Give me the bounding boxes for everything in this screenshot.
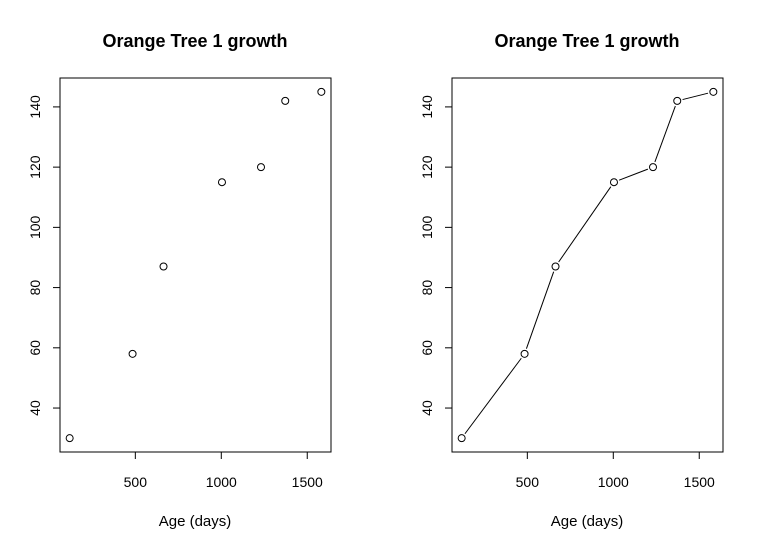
x-tick-label: 1500 [684,474,715,490]
line-segment [464,357,522,435]
data-point [65,434,74,443]
scatter-panel: Orange Tree 1 growth Age (days) 500 1000 1… [27,31,332,530]
plot-frame [451,77,724,453]
line-segment [618,168,649,181]
data-point [520,349,529,358]
line-segment [525,271,555,349]
data-point [551,262,560,271]
data-point [128,349,137,358]
data-point [217,178,226,187]
y-tick-label: 100 [419,215,435,239]
data-point [649,163,658,172]
data-point [673,96,682,105]
x-tick-label: 500 [516,474,540,490]
x-tick-label: 1500 [292,474,323,490]
line-panel: Orange Tree 1 growth Age (days) 500 1000 1… [419,31,724,530]
y-tick-label: 80 [419,280,435,296]
y-axis-ticks: 40 60 80 100 120 140 [27,95,60,416]
y-tick-label: 40 [419,400,435,416]
line-segment [654,105,676,163]
data-points [457,87,718,443]
data-point [709,87,718,96]
data-points [65,87,326,443]
x-tick-label: 1000 [598,474,629,490]
y-tick-label: 120 [419,155,435,179]
data-point [281,96,290,105]
y-axis-ticks: 40 60 80 100 120 140 [419,95,452,416]
y-tick-label: 100 [27,215,43,239]
y-tick-label: 60 [419,340,435,356]
y-tick-label: 140 [27,95,43,119]
data-point [609,178,618,187]
plot-frame [59,77,332,453]
data-point [317,87,326,96]
chart-title: Orange Tree 1 growth [102,31,287,51]
x-axis-label: Age (days) [551,513,624,530]
x-axis-ticks: 500 1000 1500 [516,452,715,490]
data-point [457,434,466,443]
y-tick-label: 40 [27,400,43,416]
y-tick-label: 140 [419,95,435,119]
x-tick-label: 1000 [206,474,237,490]
data-point [257,163,266,172]
line-segment [682,92,709,101]
line-segment [558,186,612,263]
x-tick-label: 500 [124,474,148,490]
chart-title: Orange Tree 1 growth [494,31,679,51]
y-tick-label: 60 [27,340,43,356]
data-point [159,262,168,271]
x-axis-ticks: 500 1000 1500 [124,452,323,490]
y-tick-label: 80 [27,280,43,296]
y-tick-label: 120 [27,155,43,179]
x-axis-label: Age (days) [159,513,232,530]
